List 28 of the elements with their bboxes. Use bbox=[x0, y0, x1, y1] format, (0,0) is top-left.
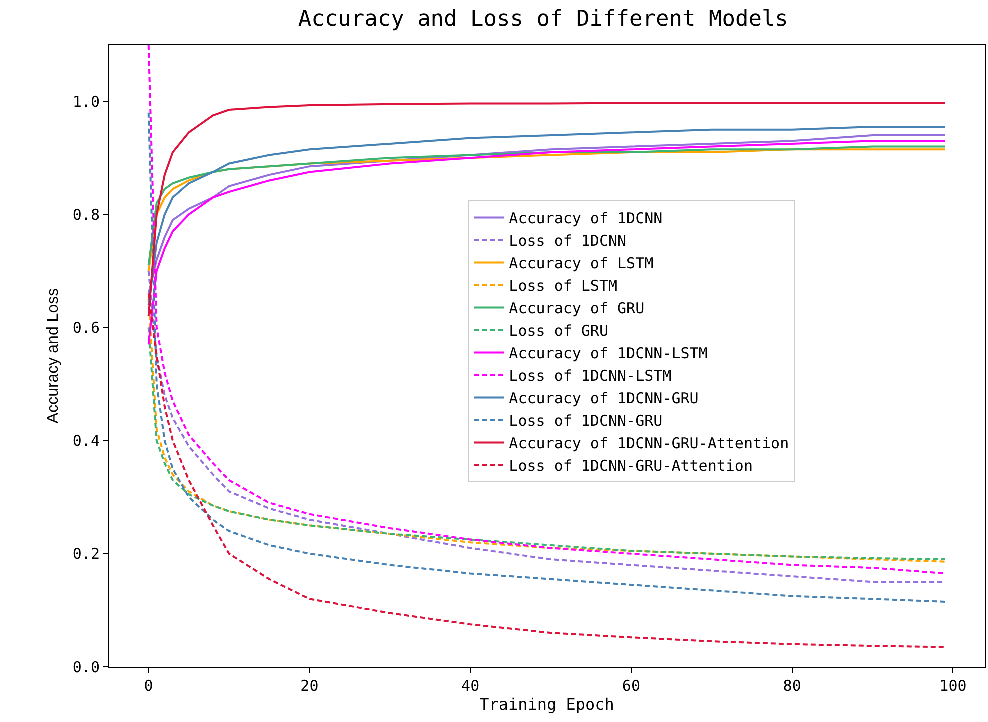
x-tick-label: 60 bbox=[622, 677, 640, 695]
legend-label: Loss of 1DCNN-GRU-Attention bbox=[509, 457, 754, 476]
y-tick-label: 0.0 bbox=[72, 658, 100, 676]
line-series bbox=[148, 112, 946, 603]
legend-label: Loss of 1DCNN-LSTM bbox=[509, 367, 672, 386]
x-tick-label: 100 bbox=[940, 677, 967, 695]
legend-label: Loss of GRU bbox=[509, 322, 609, 340]
y-tick-label: 0.4 bbox=[72, 432, 100, 450]
legend-label: Loss of 1DCNN-GRU bbox=[509, 412, 663, 430]
y-tick-label: 0.2 bbox=[72, 545, 100, 564]
legend-label: Accuracy of 1DCNN-GRU bbox=[509, 390, 699, 408]
x-tick-label: 20 bbox=[300, 677, 319, 695]
legend-label: Accuracy of 1DCNN bbox=[509, 210, 663, 228]
x-axis-title: Training Epoch bbox=[480, 695, 614, 714]
legend-label: Accuracy of GRU bbox=[509, 300, 645, 318]
legend-label: Accuracy of LSTM bbox=[509, 254, 654, 273]
x-tick-label: 40 bbox=[462, 677, 480, 695]
y-tick-label: 0.6 bbox=[72, 318, 100, 337]
y-tick-label: 1.0 bbox=[72, 92, 100, 111]
chart-title: Accuracy and Loss of Different Models bbox=[298, 7, 788, 32]
y-axis-title: Accuracy and Loss bbox=[44, 288, 62, 424]
legend-label: Accuracy of 1DCNN-LSTM bbox=[509, 344, 708, 363]
legend-label: Loss of 1DCNN bbox=[509, 232, 627, 250]
legend-label: Accuracy of 1DCNN-GRU-Attention bbox=[509, 434, 790, 453]
legend-label: Loss of LSTM bbox=[509, 277, 618, 296]
x-tick-label: 0 bbox=[144, 677, 154, 695]
x-tick-label: 80 bbox=[783, 677, 802, 695]
y-tick-label: 0.8 bbox=[72, 206, 100, 224]
